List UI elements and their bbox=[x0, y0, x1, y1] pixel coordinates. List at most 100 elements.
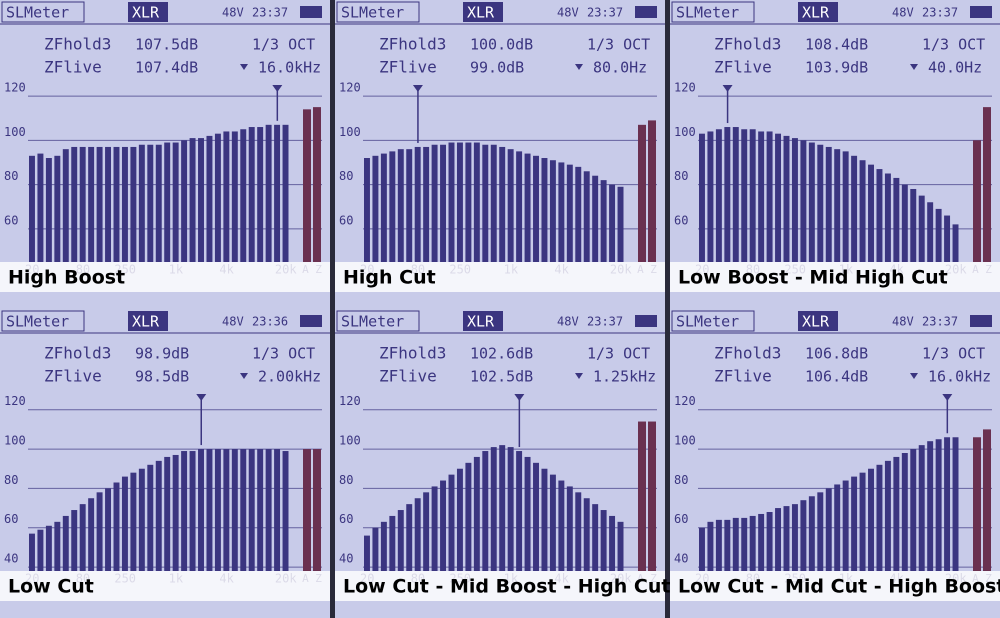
input: XLR bbox=[467, 313, 495, 331]
hold-label: ZFhold3 bbox=[379, 344, 446, 363]
panel: SLMeter XLR 48V 23:37 ZFhold3 107.5dB 1/3 OCT Z… bbox=[0, 0, 330, 309]
bar bbox=[524, 153, 531, 262]
app-box bbox=[336, 1, 420, 23]
bar bbox=[113, 482, 120, 571]
time: 23:37 bbox=[922, 315, 958, 329]
bar bbox=[935, 439, 942, 571]
hold-value: 106.8dB bbox=[805, 345, 868, 363]
bar bbox=[859, 472, 866, 571]
bar bbox=[181, 140, 188, 262]
y-tick-label: 80 bbox=[674, 473, 688, 487]
cursor-arrow-icon bbox=[910, 64, 918, 70]
phantom: 48V bbox=[892, 6, 914, 20]
app-name: SLMeter bbox=[6, 313, 69, 331]
bar bbox=[198, 138, 204, 262]
bar bbox=[96, 146, 103, 262]
bar bbox=[758, 513, 765, 571]
bar bbox=[248, 127, 255, 262]
bar bbox=[558, 480, 565, 571]
band: 1/3 OCT bbox=[252, 345, 315, 363]
input-box bbox=[798, 2, 838, 22]
freq: 16.0kHz bbox=[258, 59, 321, 77]
live-value: 98.5dB bbox=[135, 368, 189, 386]
bar bbox=[130, 472, 137, 571]
caption-strip bbox=[0, 571, 330, 601]
cursor-arrow-icon bbox=[240, 373, 248, 379]
caption: Low Boost - Mid High Cut bbox=[678, 267, 948, 289]
battery bbox=[635, 315, 657, 327]
input-box bbox=[128, 2, 168, 22]
bar bbox=[223, 131, 230, 262]
caption: High Cut bbox=[343, 267, 436, 289]
bar bbox=[549, 474, 556, 571]
bar bbox=[265, 124, 272, 262]
bar bbox=[707, 131, 714, 262]
caption: Low Cut bbox=[8, 576, 94, 598]
input: XLR bbox=[802, 313, 830, 331]
bar bbox=[566, 486, 573, 571]
bar bbox=[499, 445, 506, 571]
bar bbox=[724, 127, 731, 262]
bar bbox=[431, 486, 438, 571]
bar bbox=[62, 149, 69, 262]
battery bbox=[970, 6, 992, 18]
bar bbox=[617, 521, 624, 571]
cursor-head bbox=[722, 85, 733, 92]
bar bbox=[257, 127, 264, 262]
freq: 16.0kHz bbox=[928, 368, 991, 386]
bar bbox=[825, 488, 832, 571]
bar bbox=[155, 144, 162, 262]
hold-label: ZFhold3 bbox=[714, 344, 781, 363]
az-bar bbox=[983, 429, 991, 571]
y-tick-label: 120 bbox=[674, 81, 696, 95]
bar bbox=[507, 149, 514, 262]
bar bbox=[440, 144, 447, 262]
az-bar bbox=[648, 421, 656, 571]
bar bbox=[766, 131, 773, 262]
bar bbox=[583, 498, 590, 571]
bar bbox=[37, 529, 44, 571]
cursor-arrow-icon bbox=[575, 373, 583, 379]
bar bbox=[893, 456, 900, 571]
y-tick-label: 80 bbox=[4, 169, 18, 183]
hold-value: 98.9dB bbox=[135, 345, 189, 363]
bar bbox=[609, 515, 616, 571]
app-name: SLMeter bbox=[341, 313, 404, 331]
bar bbox=[240, 129, 247, 262]
bar bbox=[364, 158, 370, 262]
app-name: SLMeter bbox=[341, 4, 404, 22]
bar bbox=[265, 449, 272, 571]
cursor-arrow-icon bbox=[910, 373, 918, 379]
live-label: ZFlive bbox=[714, 367, 772, 386]
time: 23:37 bbox=[922, 6, 958, 20]
bar bbox=[575, 166, 582, 262]
battery bbox=[635, 6, 657, 18]
bar bbox=[189, 451, 196, 571]
bar bbox=[842, 480, 849, 571]
bar bbox=[380, 521, 387, 571]
bar bbox=[223, 449, 230, 571]
bar bbox=[54, 521, 61, 571]
caption-strip bbox=[335, 571, 665, 601]
bar bbox=[851, 476, 858, 571]
bar bbox=[45, 158, 52, 262]
input: XLR bbox=[132, 313, 160, 331]
bar bbox=[172, 142, 179, 262]
bar bbox=[406, 149, 413, 262]
bar bbox=[206, 135, 213, 262]
bar bbox=[465, 462, 472, 571]
band: 1/3 OCT bbox=[587, 345, 650, 363]
bar bbox=[414, 498, 421, 571]
bar bbox=[699, 527, 705, 571]
live-label: ZFlive bbox=[379, 367, 437, 386]
app-box bbox=[1, 1, 85, 23]
bar bbox=[775, 508, 782, 571]
bar bbox=[172, 454, 179, 571]
bar bbox=[62, 515, 69, 571]
bar bbox=[533, 462, 539, 571]
az-bar bbox=[648, 120, 656, 263]
bar bbox=[431, 144, 438, 262]
cursor-head bbox=[942, 394, 953, 401]
live-label: ZFlive bbox=[714, 58, 772, 77]
